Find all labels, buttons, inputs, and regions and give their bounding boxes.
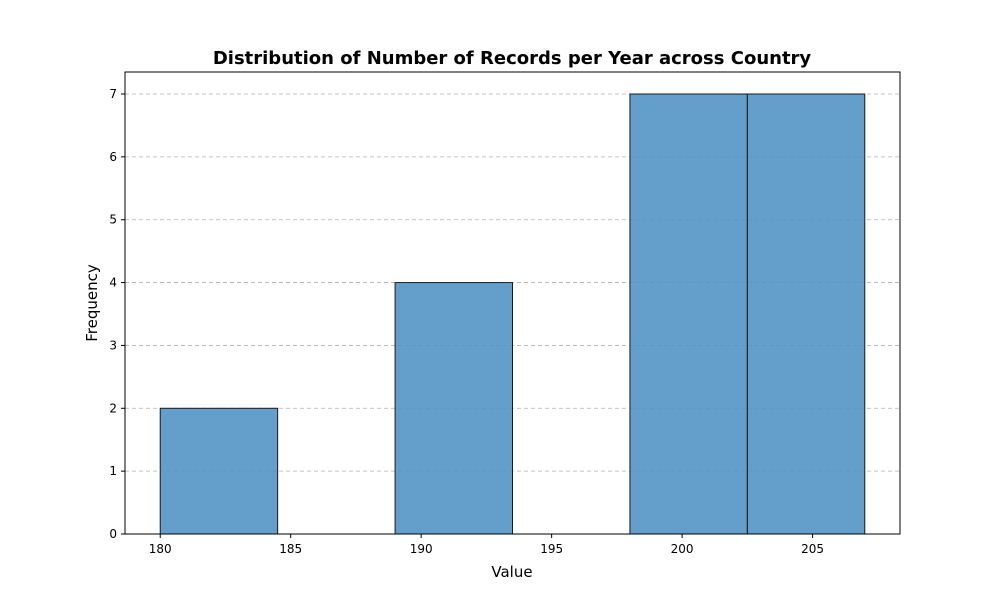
x-tick-label: 195 xyxy=(540,542,563,556)
y-tick-label: 1 xyxy=(109,464,117,478)
histogram-bar xyxy=(746,93,866,535)
y-axis-label: Frequency xyxy=(83,264,101,342)
x-tick-label: 180 xyxy=(149,542,172,556)
histogram-bar xyxy=(159,407,279,535)
x-axis-label: Value xyxy=(491,563,532,581)
y-ticks: 0 1 2 3 4 5 6 7 xyxy=(109,87,125,541)
y-tick-label: 0 xyxy=(109,527,117,541)
y-tick-label: 7 xyxy=(109,87,117,101)
x-tick-label: 185 xyxy=(279,542,302,556)
x-tick-label: 205 xyxy=(801,542,824,556)
y-tick-label: 2 xyxy=(109,401,117,415)
chart-title: Distribution of Number of Records per Ye… xyxy=(213,48,812,69)
plot-frame xyxy=(124,71,901,535)
x-tick-label: 200 xyxy=(671,542,694,556)
y-tick-label: 6 xyxy=(109,150,117,164)
histogram-bar xyxy=(629,93,748,535)
x-tick-label: 190 xyxy=(410,542,433,556)
x-ticks: 180 185 190 195 200 205 xyxy=(149,534,824,556)
bars-layer xyxy=(159,93,866,535)
y-tick-label: 5 xyxy=(109,213,117,227)
histogram-bar xyxy=(394,282,513,535)
y-tick-label: 3 xyxy=(109,338,117,352)
y-tick-label: 4 xyxy=(109,276,117,290)
